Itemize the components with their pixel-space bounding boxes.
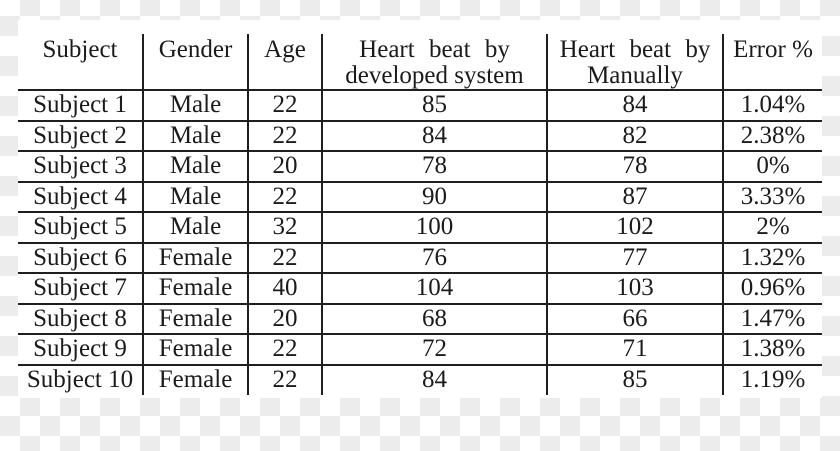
table-header-row: Subject Gender Age Heart beat by develop… (18, 34, 822, 91)
cell-age: 22 (247, 181, 322, 213)
cell-error: 3.33% (722, 181, 822, 213)
cell-age: 40 (247, 273, 322, 305)
cell-age: 20 (247, 303, 322, 335)
cell-error: 0% (722, 151, 822, 183)
cell-gender: Female (142, 242, 248, 274)
header-age: Age (247, 34, 322, 91)
table-row: Subject 7 Female 40 104 103 0.96% (18, 273, 822, 305)
cell-subject: Subject 2 (18, 120, 143, 152)
cell-error: 0.96% (722, 273, 822, 305)
cell-developed-bpm: 100 (321, 212, 547, 244)
cell-manual-bpm: 71 (546, 334, 723, 366)
cell-gender: Male (142, 212, 248, 244)
cell-error: 1.38% (722, 334, 822, 366)
cell-age: 22 (247, 90, 322, 122)
cell-subject: Subject 9 (18, 334, 143, 366)
header-age-label: Age (264, 36, 306, 63)
header-manually-line1: Heart beat by (559, 36, 711, 63)
cell-gender: Female (142, 303, 248, 335)
table-row: Subject 10 Female 22 84 85 1.19% (18, 364, 822, 395)
cell-age: 22 (247, 364, 322, 395)
cell-developed-bpm: 84 (321, 120, 547, 152)
cell-age: 32 (247, 212, 322, 244)
table-row: Subject 8 Female 20 68 66 1.47% (18, 303, 822, 335)
cell-manual-bpm: 85 (546, 364, 723, 395)
header-error-percent: Error % (722, 34, 822, 91)
cell-developed-bpm: 84 (321, 364, 547, 395)
cell-gender: Male (142, 120, 248, 152)
cell-gender: Female (142, 273, 248, 305)
header-gender: Gender (142, 34, 248, 91)
cell-subject: Subject 10 (26, 366, 134, 394)
cell-manual-bpm: 77 (546, 242, 723, 274)
table-row: Subject 1 Male 22 85 84 1.04% (18, 90, 822, 122)
cell-error: 1.04% (722, 90, 822, 122)
cell-manual-bpm: 78 (546, 151, 723, 183)
cell-gender: Male (142, 181, 248, 213)
header-developed-system: Heart beat by developed system (321, 34, 547, 91)
cell-error: 1.19% (722, 364, 822, 395)
table-row: Subject 4 Male 22 90 87 3.33% (18, 181, 822, 213)
cell-developed-bpm: 85 (321, 90, 547, 122)
table-row: Subject 9 Female 22 72 71 1.38% (18, 334, 822, 366)
cell-developed-bpm: 90 (321, 181, 547, 213)
cell-subject: Subject 5 (18, 212, 143, 244)
cell-subject: Subject 1 (18, 90, 143, 122)
cell-manual-bpm: 103 (546, 273, 723, 305)
heartbeat-comparison-table: Subject Gender Age Heart beat by develop… (18, 34, 822, 395)
cell-subject: Subject 3 (18, 151, 143, 183)
cell-developed-bpm: 76 (321, 242, 547, 274)
cell-manual-bpm: 84 (546, 90, 723, 122)
cell-developed-bpm: 104 (321, 273, 547, 305)
cell-age: 22 (247, 334, 322, 366)
header-error-label: Error % (733, 36, 813, 63)
header-subject-label: Subject (42, 36, 118, 63)
cell-gender: Female (142, 364, 248, 395)
cell-subject: Subject 4 (18, 181, 143, 213)
table-sheet: Subject Gender Age Heart beat by develop… (18, 20, 822, 398)
cell-gender: Male (142, 90, 248, 122)
cell-age: 22 (247, 120, 322, 152)
cell-subject: Subject 7 (18, 273, 143, 305)
cell-manual-bpm: 102 (546, 212, 723, 244)
cell-error: 1.32% (722, 242, 822, 274)
header-manually: Heart beat by Manually (546, 34, 723, 91)
cell-developed-bpm: 68 (321, 303, 547, 335)
table-row: Subject 5 Male 32 100 102 2% (18, 212, 822, 244)
cell-developed-bpm: 78 (321, 151, 547, 183)
cell-manual-bpm: 66 (546, 303, 723, 335)
cell-error: 2% (722, 212, 822, 244)
cell-developed-bpm: 72 (321, 334, 547, 366)
cell-subject: Subject 6 (18, 242, 143, 274)
table-row: Subject 6 Female 22 76 77 1.32% (18, 242, 822, 274)
cell-manual-bpm: 82 (546, 120, 723, 152)
cell-age: 22 (247, 242, 322, 274)
header-manually-line2: Manually (587, 62, 683, 89)
header-developed-line2: developed system (345, 62, 524, 89)
header-subject: Subject (18, 34, 143, 91)
cell-manual-bpm: 87 (546, 181, 723, 213)
cell-gender: Male (142, 151, 248, 183)
table-row: Subject 3 Male 20 78 78 0% (18, 151, 822, 183)
cell-gender: Female (142, 334, 248, 366)
cell-error: 2.38% (722, 120, 822, 152)
table-row: Subject 2 Male 22 84 82 2.38% (18, 120, 822, 152)
cell-subject: Subject 8 (18, 303, 143, 335)
header-gender-label: Gender (158, 36, 233, 63)
cell-age: 20 (247, 151, 322, 183)
header-developed-line1: Heart beat by (359, 36, 510, 63)
cell-error: 1.47% (722, 303, 822, 335)
